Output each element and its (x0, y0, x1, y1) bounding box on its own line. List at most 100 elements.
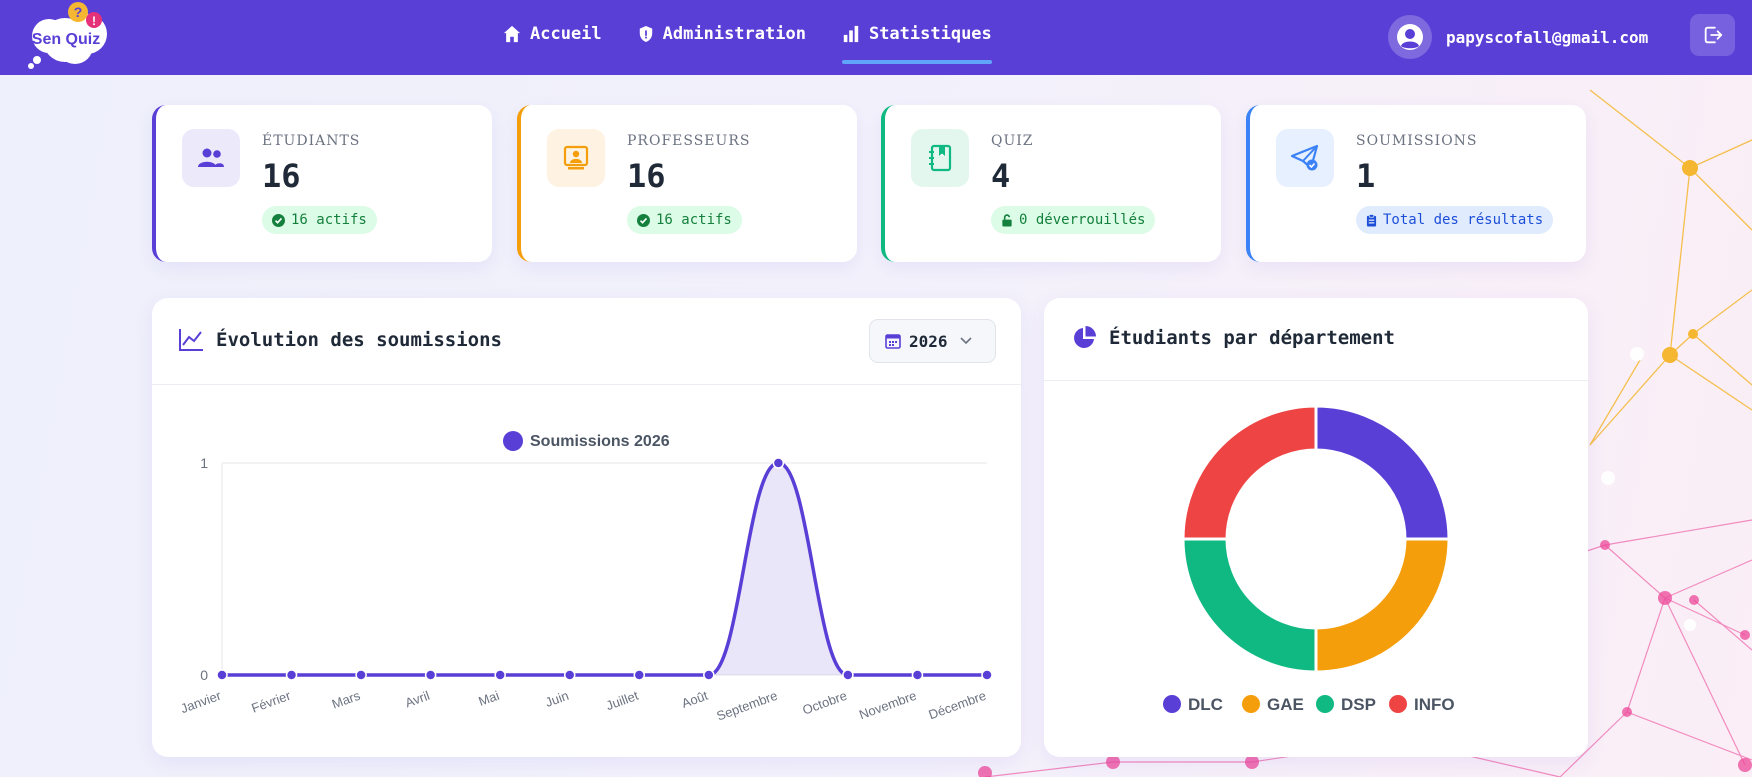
line-chart-icon (179, 329, 203, 351)
logo-text: Sen Quiz (32, 31, 100, 48)
department-doughnut-chart: DLC GAE DSP INFO (1163, 404, 1455, 714)
pie-chart-icon (1074, 326, 1096, 348)
chart-legend: Soumissions 2026 (503, 431, 670, 451)
svg-text:?: ? (74, 4, 83, 20)
data-point (981, 669, 993, 681)
clipboard-icon (1366, 213, 1377, 226)
pie-slice (1314, 404, 1451, 541)
x-tick-label: Mai (476, 688, 501, 709)
legend-label: GAE (1267, 695, 1304, 714)
legend-label: Soumissions 2026 (530, 433, 670, 450)
data-point (355, 669, 367, 681)
legend-label: DLC (1188, 695, 1223, 714)
nav-item-administration[interactable]: Administration (638, 0, 806, 68)
year-value: 2026 (909, 331, 948, 351)
x-tick-label: Juin (543, 688, 571, 710)
stat-icon-container (547, 129, 605, 187)
user-email: papyscofall@gmail.com (1446, 27, 1649, 47)
legend-marker (1242, 695, 1260, 713)
user-menu[interactable]: papyscofall@gmail.com (1388, 15, 1648, 59)
data-point (285, 669, 298, 681)
year-select[interactable]: 2026 (869, 319, 996, 363)
series-area (222, 463, 987, 675)
legend-item: INFO (1389, 695, 1455, 714)
stat-label: PROFESSEURS (627, 133, 751, 149)
status-badge: 0 déverrouillés (991, 206, 1156, 234)
calendar-icon (885, 334, 901, 349)
stat-card-soumissions: SOUMISSIONS 1 Total des résultats (1246, 105, 1586, 262)
panel-title-text: Évolution des soumissions (216, 329, 502, 351)
badge-text: Total des résultats (1383, 212, 1544, 228)
legend-item: GAE (1242, 695, 1304, 714)
x-tick-label: Mars (330, 688, 363, 712)
stat-icon-container (911, 129, 969, 187)
user-circle-icon (1397, 24, 1423, 50)
legend-marker (1389, 695, 1407, 713)
shield-icon (639, 26, 652, 42)
svg-text:!: ! (92, 14, 96, 28)
series-line (222, 461, 987, 677)
stat-value: 4 (991, 157, 1011, 195)
data-point (216, 669, 228, 681)
chevron-down-icon (959, 337, 972, 345)
badge-text: 0 déverrouillés (1019, 212, 1146, 228)
x-tick-label: Juillet (604, 688, 641, 714)
avatar[interactable] (1388, 15, 1432, 59)
stat-label: SOUMISSIONS (1356, 133, 1478, 149)
panel-header (152, 298, 1021, 385)
top-navbar: ? ! Sen Quiz Accueil Administration (0, 0, 1752, 75)
unlock-icon (1002, 213, 1012, 227)
logout-icon (1704, 26, 1722, 44)
pie-slice (1181, 537, 1318, 674)
x-tick-label: Décembre (927, 688, 988, 723)
stat-card-professeurs: PROFESSEURS 16 16 actifs (517, 105, 857, 262)
data-point (772, 457, 785, 469)
x-tick-label: Août (680, 688, 711, 711)
legend-label: DSP (1341, 695, 1376, 714)
departments-panel: Étudiants par département DLC GAE DSP INFO (1044, 298, 1588, 757)
data-point (494, 669, 506, 681)
stat-label: QUIZ (991, 133, 1034, 149)
data-point (703, 669, 715, 681)
data-point (633, 669, 646, 681)
nav-item-statistiques[interactable]: Statistiques (841, 0, 992, 68)
legend-marker (503, 431, 523, 451)
main-navigation: Accueil Administration Statistiques (503, 0, 1028, 75)
x-tick-label: Octobre (800, 688, 849, 718)
badge-text: 16 actifs (656, 212, 732, 228)
stat-card-etudiants: ÉTUDIANTS 16 16 actifs (152, 105, 492, 262)
status-badge: 16 actifs (262, 206, 377, 234)
data-point (911, 669, 924, 681)
data-point (424, 669, 437, 681)
x-tick-label: Avril (403, 688, 432, 711)
y-tick-label: 0 (200, 667, 208, 683)
pie-slice (1314, 537, 1451, 674)
pie-slice (1181, 404, 1318, 541)
status-badge: 16 actifs (627, 206, 742, 234)
legend-marker (1316, 695, 1334, 713)
bar-chart-icon (843, 25, 859, 43)
stat-value: 1 (1356, 157, 1376, 195)
logout-button[interactable] (1690, 14, 1735, 56)
x-tick-label: Septembre (715, 688, 780, 724)
submissions-line-chart: 0 1 Soumissions 2026 Janvier Février Mars Avri… (179, 431, 993, 724)
nav-item-label: Statistiques (868, 24, 992, 44)
nav-item-label: Administration (662, 24, 806, 44)
paper-plane-icon (1290, 144, 1319, 171)
book-icon (929, 144, 952, 172)
legend-item: DLC (1163, 695, 1223, 714)
stat-icon-container (182, 129, 240, 187)
panel-title: Évolution des soumissions (178, 328, 502, 352)
data-point (842, 669, 854, 681)
x-tick-label: Novembre (857, 688, 918, 723)
badge-text: 16 actifs (291, 212, 367, 228)
sen-quiz-logo[interactable]: ? ! Sen Quiz (25, 0, 125, 72)
legend-marker (1163, 695, 1181, 713)
nav-item-accueil[interactable]: Accueil (503, 0, 602, 68)
stat-label: ÉTUDIANTS (262, 133, 361, 149)
status-badge: Total des résultats (1356, 206, 1554, 234)
stat-value: 16 (262, 157, 301, 195)
stat-icon-container (1276, 129, 1334, 187)
legend-item: DSP (1316, 695, 1376, 714)
